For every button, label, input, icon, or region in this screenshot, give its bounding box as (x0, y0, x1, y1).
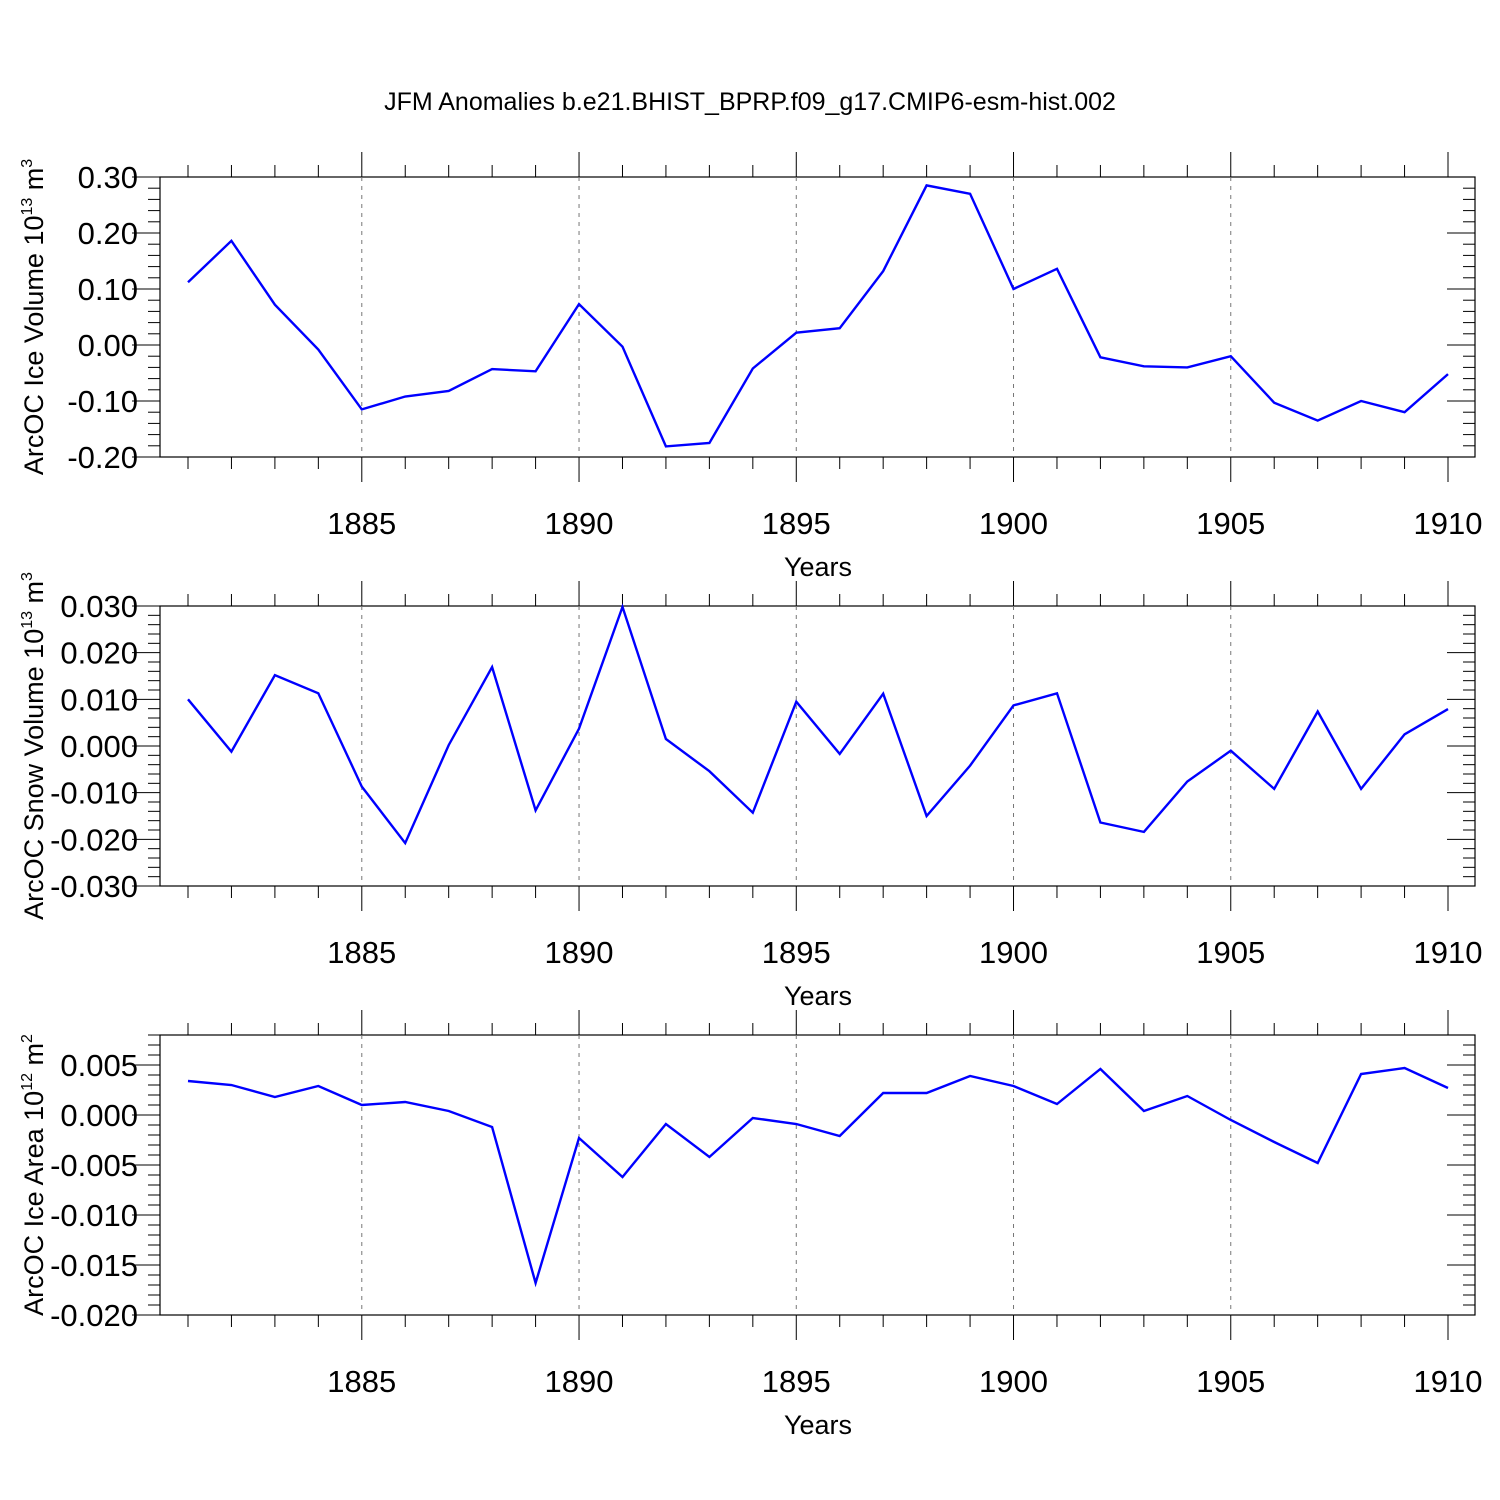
x-tick-label: 1895 (762, 1364, 831, 1399)
panels: -0.20 -0.10 0.00 0.10 0.20 0.30 1885 1890 1895 19… (19, 152, 1482, 1440)
x-tick-label: 1890 (545, 506, 614, 541)
plot-frame (159, 605, 1476, 887)
x-tick-label: 1900 (979, 506, 1048, 541)
y-axis-label: ArcOC Ice Volume 1013 m3 (19, 159, 49, 475)
y-tick-label: -0.10 (67, 384, 138, 419)
y-tick-label: -0.010 (50, 776, 138, 811)
y-tick-label: 0.10 (78, 272, 138, 307)
y-axis-label: ArcOC Ice Area 1012 m2 (19, 1034, 49, 1316)
y-axis-label-unit-exponent: 3 (19, 572, 36, 581)
y-axis-label-exponent: 12 (19, 1073, 36, 1091)
series-line (187, 184, 1449, 448)
y-axis-label-unit: m (19, 581, 49, 611)
y-axis-label-main: ArcOC Snow Volume 10 (19, 629, 49, 920)
x-tick-label: 1910 (1414, 506, 1483, 541)
x-tick-label: 1905 (1196, 935, 1265, 970)
series-line (187, 1066, 1449, 1288)
x-axis-label: Years (784, 1410, 852, 1440)
x-tick-label: 1885 (327, 506, 396, 541)
y-tick-label: 0.00 (78, 328, 138, 363)
y-axis-label-unit-exponent: 3 (19, 159, 36, 168)
x-tick-label: 1895 (762, 935, 831, 970)
plot-frame (159, 176, 1476, 458)
y-tick-label: 0.000 (60, 1098, 138, 1133)
x-tick-label: 1905 (1196, 1364, 1265, 1399)
y-tick-label: 0.20 (78, 216, 138, 251)
y-tick-label: -0.020 (50, 1298, 138, 1333)
x-tick-label: 1905 (1196, 506, 1265, 541)
panel-2: -0.030 -0.020 -0.010 0.000 0.010 0.020 0.030 18… (19, 572, 1482, 1011)
x-tick-label: 1895 (762, 506, 831, 541)
y-axis-label-unit: m (19, 1043, 49, 1073)
figure-title: JFM Anomalies b.e21.BHIST_BPRP.f09_g17.C… (384, 88, 1116, 116)
x-axis-label: Years (784, 552, 852, 582)
y-tick-label: -0.020 (50, 822, 138, 857)
y-axis-label-main: ArcOC Ice Area 10 (19, 1091, 49, 1316)
y-axis-label: ArcOC Snow Volume 1013 m3 (19, 572, 49, 920)
y-tick-label: -0.005 (50, 1148, 138, 1183)
y-tick-label: -0.20 (67, 440, 138, 475)
y-tick-label: 0.010 (60, 682, 138, 717)
y-axis-label-main: ArcOC Ice Volume 10 (19, 216, 49, 476)
panel-3: -0.020 -0.015 -0.010 -0.005 0.000 0.005 1885 18… (19, 1010, 1482, 1440)
y-tick-label: 0.020 (60, 636, 138, 671)
panel-1: -0.20 -0.10 0.00 0.10 0.20 0.30 1885 1890 1895 19… (19, 152, 1482, 582)
y-axis-label-exponent: 13 (19, 611, 36, 629)
x-tick-label: 1900 (979, 1364, 1048, 1399)
x-tick-label: 1885 (327, 1364, 396, 1399)
x-tick-label: 1900 (979, 935, 1048, 970)
x-tick-label: 1885 (327, 935, 396, 970)
y-tick-label: -0.030 (50, 869, 138, 904)
x-tick-label: 1890 (545, 935, 614, 970)
series-line (187, 603, 1449, 846)
y-axis-label-unit-exponent: 2 (19, 1034, 36, 1043)
y-tick-label: 0.005 (60, 1048, 138, 1083)
y-tick-label: -0.015 (50, 1248, 138, 1283)
x-tick-label: 1910 (1414, 1364, 1483, 1399)
y-tick-label: 0.030 (60, 589, 138, 624)
plot-frame (159, 1034, 1476, 1316)
x-tick-label: 1890 (545, 1364, 614, 1399)
x-axis-label: Years (784, 981, 852, 1011)
y-axis-label-exponent: 13 (19, 198, 36, 216)
y-tick-label: -0.010 (50, 1198, 138, 1233)
y-tick-label: 0.000 (60, 729, 138, 764)
y-tick-label: 0.30 (78, 160, 138, 195)
y-axis-label-unit: m (19, 168, 49, 198)
x-tick-label: 1910 (1414, 935, 1483, 970)
